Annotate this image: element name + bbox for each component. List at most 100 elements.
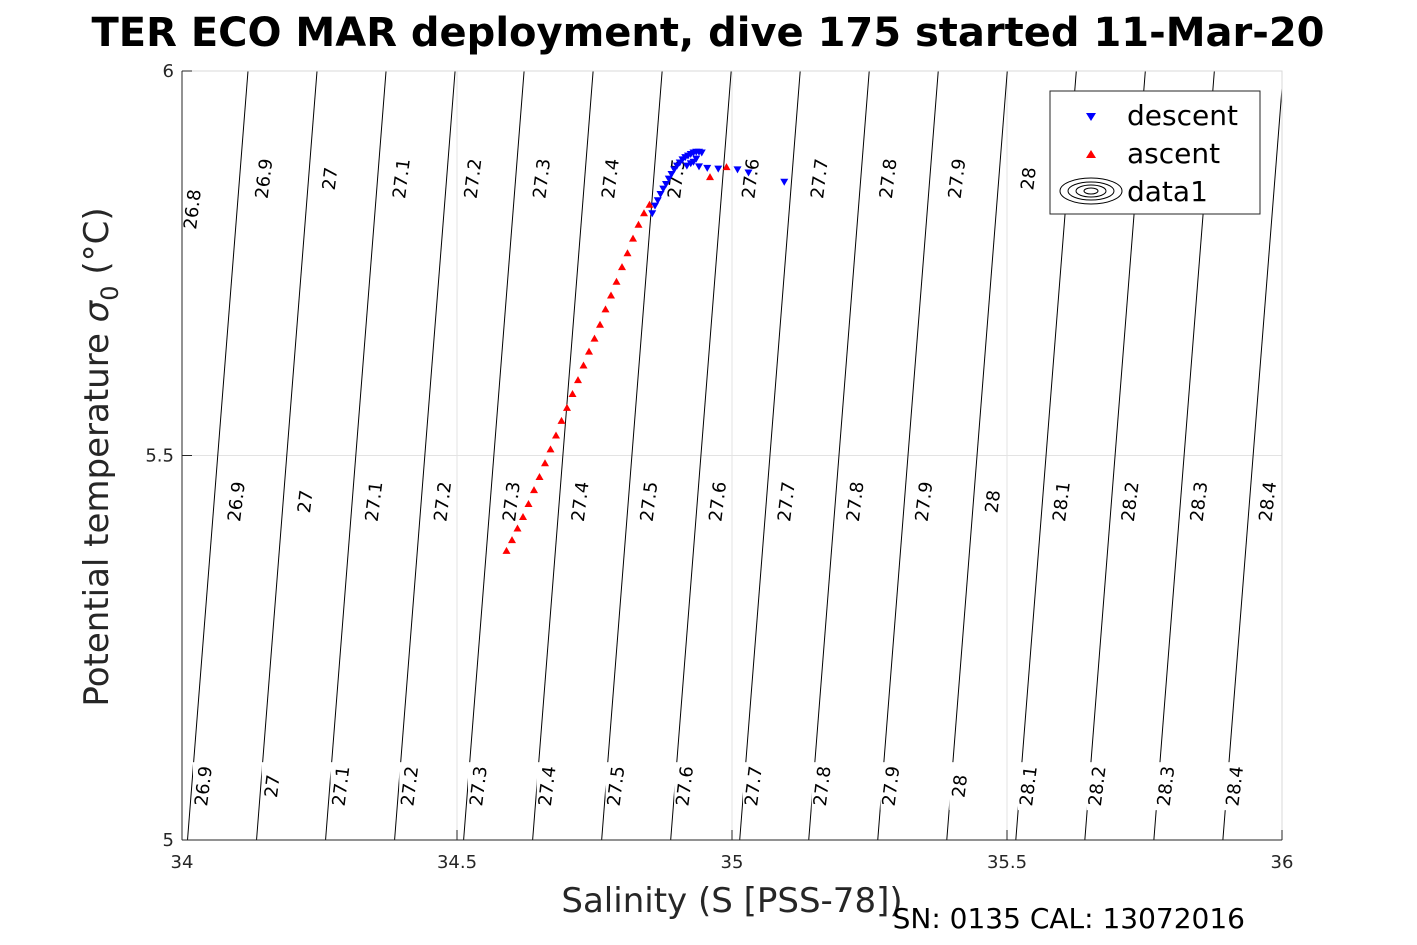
contour-label-bg [707,477,730,526]
descent-point [733,166,742,174]
density-contour-line [601,70,663,841]
contour-label: 28 [1017,166,1041,191]
y-axis-label-sigma: σ [77,299,117,322]
ascent-point [629,234,637,242]
contour-label-bg [844,477,867,526]
contour-label: 28 [948,774,972,799]
contour-label-bg [1086,762,1109,811]
ascent-point [546,445,555,453]
contour-label: 26.8 [180,188,206,230]
descent-point [714,165,723,173]
contour-label: 27 [261,774,285,799]
contour-label-bg [536,762,559,811]
contour-label-bg [1119,477,1142,526]
x-tick-label: 36 [1271,852,1294,873]
y-axis-ticks: 55.56 [145,61,192,851]
ascent-point [596,320,604,328]
contour-label: 27.2 [461,157,487,199]
ascent-point [524,499,533,507]
descent-point [686,160,695,168]
contour-label-bg [330,762,353,811]
density-contour-line [808,70,870,841]
ascent-point [612,277,621,285]
descent-point [664,175,673,183]
ascent-point [563,403,571,411]
ascent-point [607,291,615,299]
contour-label-bg [531,154,554,203]
ascent-point [601,305,610,313]
contour-label-bg [391,154,413,203]
contour-label-bg [809,154,831,203]
contour-label-bg [743,762,765,811]
contour-label-bg [261,762,284,811]
descent-point [697,149,706,157]
descent-point [744,169,753,177]
contour-label: 28.4 [1255,480,1281,522]
contour-label: 27.3 [466,765,492,807]
y-tick-label: 5 [163,830,174,851]
contour-label-bg [294,477,317,526]
contour-label: 27.6 [705,480,731,522]
contour-label-bg [399,762,422,811]
y-axis-label-group: Potential temperature σ0 (°C) [77,207,124,706]
contour-label-bg [674,762,697,811]
ascent-point [552,431,560,439]
ascent-point [530,486,538,494]
descent-point [648,210,657,218]
contour-label: 28.1 [1016,765,1042,807]
contour-label-bg [226,477,248,526]
contour-label: 27.4 [598,157,624,199]
contour-label-bg [605,762,628,811]
density-contour-line [532,70,594,841]
contour-label: 28.3 [1154,765,1180,807]
contour-label-bg [638,477,661,526]
contour-label-bg [432,477,455,526]
density-contour-line [394,70,456,841]
contour-label: 27.1 [362,480,388,522]
density-contour-line [256,70,318,841]
ascent-series [502,163,731,554]
contour-label-bg [776,477,798,526]
contour-label: 27.6 [672,765,698,807]
contour-label: 27.9 [879,765,905,807]
legend-descent-label: descent [1127,99,1238,132]
ascent-point [574,376,582,384]
descent-point [682,162,691,170]
density-contour-line [1222,88,1283,841]
contour-label-bg [319,154,342,203]
y-axis-label-subscript: 0 [96,285,124,300]
descent-point [651,202,659,210]
contour-label-bg [569,477,592,526]
contour-label-bg [182,185,204,234]
contour-label: 27.8 [810,765,836,807]
ascent-point [519,513,527,521]
ascent-point [722,163,731,171]
ascent-point [502,546,511,554]
x-axis-ticks: 34 34.5 35 35.5 36 [171,830,1294,873]
contour-label-bg [913,477,936,526]
contour-label-bg [1018,762,1040,811]
legend-data1-contour-icon [1059,177,1123,205]
density-contour-line [877,70,939,841]
descent-point [656,191,665,199]
contour-label: 27.9 [945,157,971,199]
ascent-point [585,347,593,355]
contour-label: 26.9 [224,480,250,522]
contour-label-bg [811,762,834,811]
x-tick-label: 34.5 [437,852,477,873]
descent-series [648,148,789,218]
ascent-point [568,389,577,397]
descent-point [667,171,676,179]
legend-box [1049,90,1261,215]
contour-label: 27.9 [912,480,938,522]
contour-label-bg [1155,762,1178,811]
contour-label: 27.5 [604,765,630,807]
contour-label: 28 [981,489,1005,514]
contour-label-bg [949,762,972,811]
grid-lines [182,71,1282,840]
contour-label-bg [468,762,490,811]
legend-ascent-marker [1086,150,1096,158]
contour-label-bg [946,154,969,203]
descent-point [695,163,703,171]
contour-label-bg [982,477,1005,526]
